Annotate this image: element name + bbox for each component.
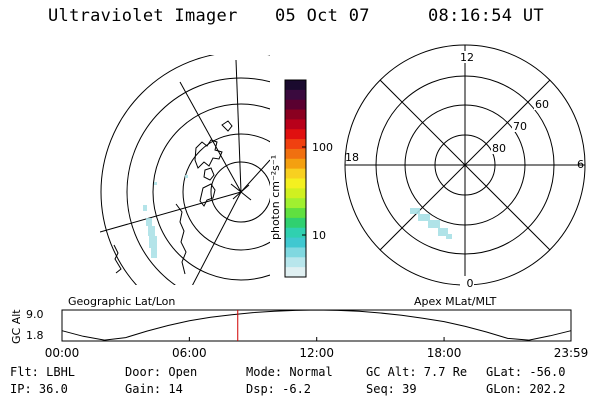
geographic-map (100, 55, 270, 285)
gain-value: Gain: 14 (125, 382, 183, 396)
timeline-xtick-label: 06:00 (172, 346, 207, 360)
colorbar: 100 10 (284, 79, 333, 278)
colorbar-segment (285, 109, 306, 120)
colorbar-segment (285, 208, 306, 219)
time-label: 08:16:54 UT (428, 6, 544, 26)
left-panel-title: Geographic Lat/Lon (68, 295, 175, 308)
door-value: Door: Open (125, 365, 198, 379)
mlat-label: 70 (513, 120, 527, 133)
pole-marker (232, 184, 250, 200)
right-panel-title: Apex MLat/MLT (414, 295, 497, 308)
mlat-label: 60 (535, 98, 549, 111)
colorbar-segment (285, 139, 306, 150)
seq-value: Seq: 39 (366, 382, 417, 396)
label-bg (512, 119, 530, 132)
meridian-line (235, 59, 242, 193)
timeline-frame (61, 309, 572, 342)
timeline-ytick: 9.0 (26, 308, 44, 321)
colorbar-segment (285, 227, 306, 239)
mlt-label-right: 6 (577, 158, 584, 171)
meridian-line (192, 191, 242, 285)
timeline-xtick-label: 18:00 (427, 346, 462, 360)
glat-value: GLat: -56.0 (486, 365, 566, 379)
magnetic-polar-plot (344, 44, 586, 286)
altitude-timeline: GC Alt 9.0 1.8 00:00 06:00 12:00 18:00 23:59 (10, 308, 588, 360)
aurora-emission-magnetic (410, 208, 452, 239)
colorbar-segment (285, 119, 306, 130)
latitude-circle (210, 161, 270, 223)
colorbar-segment (285, 198, 306, 209)
colorbar-segment (285, 168, 306, 179)
ip-value: IP: 36.0 (10, 382, 68, 396)
colorbar-segment (285, 178, 306, 189)
mlt-label-bottom: 0 (467, 277, 474, 290)
mlt-diagonal (379, 79, 551, 251)
timeline-ylabel: GC Alt (10, 309, 23, 344)
colorbar-tick-label: 10 (312, 229, 326, 242)
timeline-xtick-label: 23:59 (554, 346, 589, 360)
latitude-circle (152, 103, 270, 281)
colorbar-unit-label: photon cm⁻²s⁻¹ (269, 155, 282, 240)
colorbar-segment (285, 217, 306, 229)
timeline-xtick-label: 12:00 (299, 346, 334, 360)
glon-value: GLon: 202.2 (486, 382, 566, 396)
label-bg (460, 51, 474, 63)
mlat-label: 80 (492, 142, 506, 155)
colorbar-segment (285, 188, 306, 199)
gc-alt-value: GC Alt: 7.7 Re (366, 365, 468, 379)
aurora-emission (143, 175, 188, 258)
mode-value: Mode: Normal (246, 365, 333, 379)
colorbar-frame (284, 79, 307, 278)
mlt-label-left: 18 (345, 151, 359, 164)
instrument-title: Ultraviolet Imager (48, 6, 238, 26)
coastline (113, 120, 233, 275)
timeline-xtick-label: 00:00 (45, 346, 80, 360)
colorbar-segment (285, 89, 306, 101)
mlt-label-top: 12 (460, 51, 474, 64)
date-label: 05 Oct 07 (275, 6, 370, 26)
label-bg (460, 276, 474, 288)
colorbar-segment (285, 129, 306, 140)
meridian-line (240, 159, 270, 193)
colorbar-segment (285, 247, 306, 258)
latitude-circle (126, 77, 270, 285)
colorbar-segment (285, 237, 306, 248)
colorbar-segment (285, 148, 306, 160)
colorbar-tick-label: 100 (312, 141, 333, 154)
colorbar-segment (285, 80, 306, 91)
colorbar-segment (285, 257, 306, 268)
filter-value: Flt: LBHL (10, 365, 76, 379)
label-bg (491, 141, 509, 154)
colorbar-segment (285, 99, 306, 111)
dsp-value: Dsp: -6.2 (246, 382, 312, 396)
timeline-ytick: 1.8 (26, 329, 44, 342)
label-bg (534, 97, 552, 110)
meridian-line (100, 191, 242, 233)
meridian-line (179, 81, 242, 193)
latitude-circle (100, 55, 270, 285)
colorbar-segment (285, 158, 306, 170)
latitude-circle (182, 133, 270, 251)
altitude-curve (61, 309, 572, 341)
colorbar-segment (285, 267, 306, 278)
